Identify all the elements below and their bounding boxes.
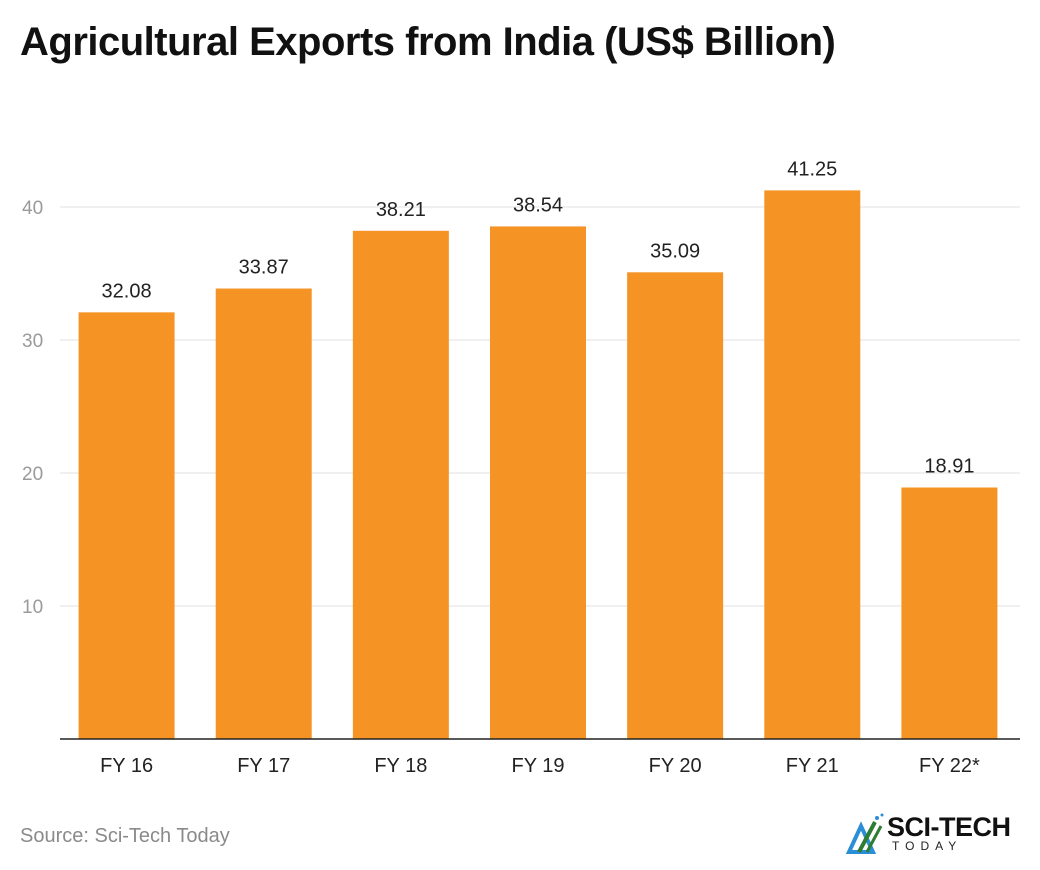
bar [78, 312, 175, 739]
y-tick-label: 20 [22, 464, 43, 485]
data-label: 18.91 [924, 455, 974, 477]
y-tick-label: 30 [22, 331, 43, 352]
data-label: 38.21 [376, 199, 426, 221]
data-label: 32.08 [102, 280, 152, 302]
sci-tech-logo: SCI-TECH TODAY [845, 812, 1025, 857]
bar [352, 230, 449, 739]
x-tick-label: FY 19 [512, 755, 565, 777]
y-tick-label: 40 [22, 198, 43, 219]
x-tick-label: FY 22* [919, 755, 980, 777]
data-label: 33.87 [239, 257, 289, 279]
bar [627, 272, 724, 739]
data-label: 38.54 [513, 194, 563, 216]
bar [215, 288, 312, 739]
data-label: 35.09 [650, 240, 700, 262]
data-label: 41.25 [787, 158, 837, 180]
bar-chart: 10 20 30 40 32.08 FY 16 33.87 FY 17 38.21 FY 18 38… [22, 158, 1020, 777]
x-tick-label: FY 18 [374, 755, 427, 777]
bar [764, 190, 861, 739]
logo-icon [845, 813, 884, 854]
source-note: Source: Sci-Tech Today [20, 825, 230, 847]
x-tick-label: FY 20 [649, 755, 702, 777]
bar [901, 487, 998, 739]
bar [490, 226, 586, 740]
logo-subtext: TODAY [892, 839, 963, 853]
logo-text: SCI-TECH [887, 812, 1011, 842]
y-tick-label: 10 [22, 597, 43, 618]
x-tick-label: FY 16 [100, 755, 153, 777]
chart-title: Agricultural Exports from India (US$ Bil… [20, 20, 836, 64]
x-tick-label: FY 17 [237, 755, 290, 777]
x-tick-label: FY 21 [786, 755, 839, 777]
